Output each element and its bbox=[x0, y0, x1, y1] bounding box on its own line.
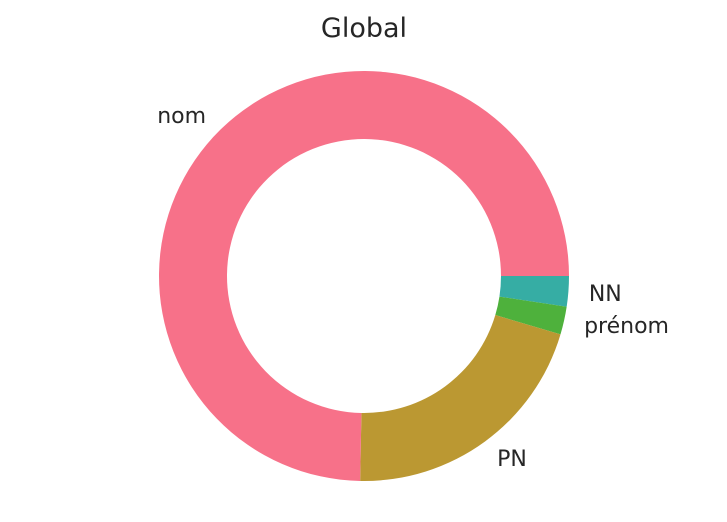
slice-label-nn: NN bbox=[589, 282, 622, 307]
slice-label-prenom: prénom bbox=[584, 314, 669, 339]
slice-pn bbox=[360, 315, 561, 481]
slice-nom bbox=[159, 70, 569, 481]
slice-label-pn: PN bbox=[497, 447, 527, 472]
slice-label-nom: nom bbox=[157, 104, 206, 129]
donut-slices bbox=[159, 70, 569, 481]
slice-prenom bbox=[495, 296, 567, 335]
chart-title: Global bbox=[321, 13, 407, 44]
slice-nn bbox=[499, 276, 569, 307]
slice-labels: NN prénom PN nom bbox=[157, 104, 669, 472]
